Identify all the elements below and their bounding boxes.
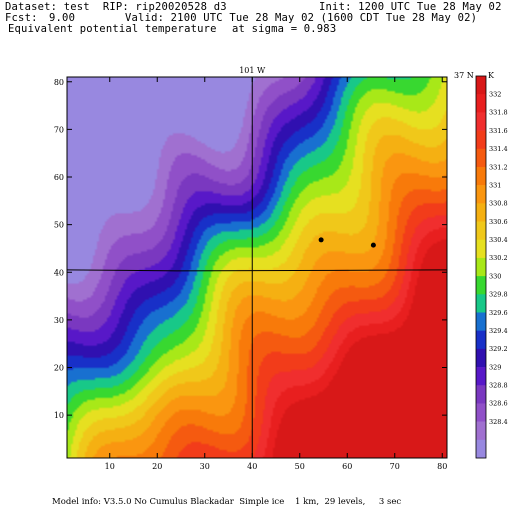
colorbar-label: 330.2 bbox=[489, 254, 508, 262]
x-tick-label: 50 bbox=[295, 462, 305, 471]
colorbar-swatch bbox=[476, 439, 486, 459]
colorbar-swatch bbox=[476, 148, 486, 168]
colorbar-swatch bbox=[476, 239, 486, 259]
latitude-label: 37 N bbox=[454, 71, 474, 80]
colorbar-label: 329.2 bbox=[489, 345, 508, 353]
colorbar-swatch bbox=[476, 94, 486, 113]
colorbar-swatch bbox=[476, 76, 486, 95]
x-tick-label: 20 bbox=[152, 462, 162, 471]
x-tick-label: 80 bbox=[437, 462, 447, 471]
colorbar-label: 328.6 bbox=[489, 400, 508, 408]
colorbar-label: 332 bbox=[489, 90, 501, 98]
colorbar-swatch bbox=[476, 203, 486, 222]
colorbar-label: 331 bbox=[489, 181, 501, 189]
y-tick-label: 70 bbox=[54, 125, 64, 134]
y-tick-label: 50 bbox=[54, 221, 64, 230]
colorbar-swatch bbox=[476, 348, 486, 368]
x-tick-label: 30 bbox=[200, 462, 210, 471]
colorbar-swatch bbox=[476, 257, 486, 277]
sigma-level: at sigma = 0.983 bbox=[232, 23, 337, 35]
colorbar-label: 331.6 bbox=[489, 127, 508, 135]
x-tick-label: 40 bbox=[247, 462, 257, 471]
model-info: Model info: V3.5.0 No Cumulus Blackadar … bbox=[52, 497, 402, 507]
colorbar-label: 330.8 bbox=[489, 200, 508, 208]
colorbar-label: 329.6 bbox=[489, 309, 508, 317]
plot-frame bbox=[66, 76, 448, 459]
colorbar-swatch bbox=[476, 330, 486, 350]
colorbar-label: 330.4 bbox=[489, 236, 508, 244]
x-tick-label: 60 bbox=[342, 462, 352, 471]
latitude-line bbox=[67, 269, 447, 272]
colorbar-label: 328.8 bbox=[489, 382, 508, 390]
y-tick-label: 40 bbox=[54, 268, 64, 277]
colorbar-unit: K bbox=[488, 71, 495, 80]
colorbar-swatch bbox=[476, 276, 486, 295]
station-marker bbox=[370, 242, 376, 248]
colorbar-label: 329.4 bbox=[489, 327, 508, 335]
y-tick-label: 60 bbox=[54, 173, 64, 182]
field-name: Equivalent potential temperature bbox=[8, 23, 217, 35]
colorbar-frame bbox=[475, 75, 487, 459]
colorbar-label: 329.8 bbox=[489, 291, 508, 299]
colorbar-swatch bbox=[476, 403, 486, 422]
y-tick-label: 10 bbox=[54, 411, 64, 420]
colorbar-label: 330.6 bbox=[489, 218, 508, 226]
longitude-label: 101 W bbox=[239, 66, 266, 75]
colorbar-swatch bbox=[476, 385, 486, 404]
colorbar-swatch bbox=[476, 130, 486, 150]
colorbar-label: 329 bbox=[489, 363, 501, 371]
y-tick-label: 80 bbox=[54, 78, 64, 87]
colorbar-swatch bbox=[476, 185, 486, 204]
colorbar-label: 331.2 bbox=[489, 163, 508, 171]
colorbar-swatch bbox=[476, 221, 486, 241]
x-tick-label: 70 bbox=[390, 462, 400, 471]
colorbar-label: 330 bbox=[489, 272, 501, 280]
theta-e-field bbox=[67, 77, 447, 458]
y-tick-label: 30 bbox=[54, 316, 64, 325]
colorbar-swatch bbox=[476, 294, 486, 313]
colorbar-label: 328.4 bbox=[489, 418, 508, 426]
y-tick-label: 20 bbox=[54, 364, 64, 373]
colorbar-swatch bbox=[476, 312, 486, 331]
x-tick-label: 10 bbox=[105, 462, 115, 471]
fcst-label: Fcst: bbox=[5, 12, 38, 24]
dataset-line: Dataset: test RIP: rip20020528 d3 bbox=[5, 1, 227, 13]
colorbar-swatch bbox=[476, 112, 486, 131]
fcst-value: 9.00 bbox=[49, 12, 76, 24]
init-line: Init: 1200 UTC Tue 28 May 02 bbox=[319, 1, 502, 13]
colorbar-swatch bbox=[476, 166, 486, 186]
colorbar-swatch bbox=[476, 421, 486, 441]
valid-line: Valid: 2100 UTC Tue 28 May 02 (1600 CDT … bbox=[125, 12, 478, 24]
colorbar-label: 331.4 bbox=[489, 145, 508, 153]
station-marker bbox=[318, 237, 324, 243]
colorbar-swatch bbox=[476, 367, 486, 386]
colorbar-label: 331.8 bbox=[489, 109, 508, 117]
